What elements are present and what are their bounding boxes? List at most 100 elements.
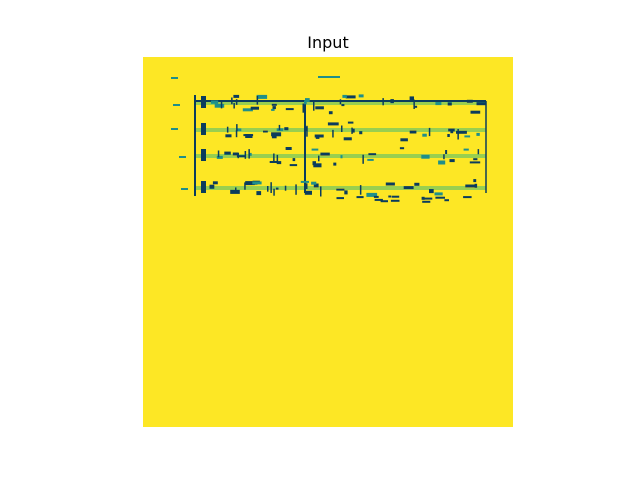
clef-mark bbox=[201, 149, 206, 161]
note-stem bbox=[244, 151, 247, 159]
note-mark bbox=[473, 179, 477, 183]
note-stem bbox=[306, 183, 308, 189]
note-mark bbox=[399, 147, 405, 150]
note-mark bbox=[311, 148, 319, 151]
note-stem bbox=[306, 125, 308, 137]
note-mark bbox=[358, 94, 364, 98]
note-mark bbox=[216, 155, 223, 159]
instrument-label-mark bbox=[171, 128, 178, 130]
clef-mark bbox=[201, 96, 206, 108]
note-stem bbox=[284, 185, 287, 191]
note-mark bbox=[327, 122, 339, 126]
note-stem bbox=[248, 149, 250, 159]
note-mark bbox=[236, 155, 246, 158]
note-mark bbox=[343, 137, 352, 141]
note-mark bbox=[300, 180, 309, 183]
note-mark bbox=[476, 102, 487, 106]
note-mark bbox=[342, 94, 347, 98]
beam-mark bbox=[463, 196, 472, 199]
note-mark bbox=[225, 134, 232, 138]
note-stem bbox=[382, 98, 384, 106]
note-mark bbox=[312, 161, 316, 166]
note-mark bbox=[434, 192, 443, 196]
note-stem bbox=[413, 99, 415, 109]
note-stem bbox=[276, 154, 279, 164]
note-stem bbox=[295, 184, 297, 195]
note-mark bbox=[368, 153, 377, 156]
note-stem bbox=[362, 154, 364, 164]
note-mark bbox=[435, 102, 442, 106]
clef-mark bbox=[201, 123, 206, 135]
note-mark bbox=[344, 190, 348, 195]
note-stem bbox=[270, 182, 272, 193]
figure-title: Input bbox=[307, 33, 349, 52]
note-stem bbox=[235, 130, 238, 138]
beam-mark bbox=[374, 198, 383, 201]
note-mark bbox=[272, 106, 276, 110]
note-mark bbox=[212, 181, 218, 185]
note-mark bbox=[237, 128, 242, 132]
note-mark bbox=[470, 110, 481, 114]
note-mark bbox=[242, 108, 253, 112]
note-mark bbox=[469, 161, 481, 164]
note-mark bbox=[347, 121, 354, 124]
note-mark bbox=[413, 105, 418, 108]
note-mark bbox=[245, 181, 255, 186]
note-mark bbox=[476, 132, 480, 136]
beam-mark bbox=[336, 197, 344, 200]
note-stem bbox=[313, 100, 315, 111]
note-mark bbox=[304, 126, 308, 131]
note-stem bbox=[236, 124, 238, 132]
note-mark bbox=[421, 154, 430, 159]
beam-mark bbox=[435, 196, 445, 199]
note-stem bbox=[341, 125, 343, 132]
note-mark bbox=[336, 188, 345, 191]
note-mark bbox=[464, 135, 471, 138]
instrument-label-mark bbox=[173, 104, 180, 106]
instrument-label-mark bbox=[171, 77, 178, 79]
note-mark bbox=[263, 130, 268, 133]
beam-mark bbox=[391, 195, 400, 198]
note-mark bbox=[473, 158, 478, 161]
note-mark bbox=[315, 106, 324, 110]
note-mark bbox=[447, 102, 452, 106]
note-mark bbox=[341, 104, 345, 107]
note-mark bbox=[466, 99, 473, 103]
tempo-mark bbox=[318, 76, 340, 78]
note-mark bbox=[456, 130, 467, 134]
note-stem bbox=[351, 127, 353, 134]
note-mark bbox=[403, 186, 414, 190]
image-panel bbox=[143, 57, 513, 427]
beam-mark bbox=[422, 197, 433, 200]
note-mark bbox=[463, 148, 469, 151]
note-stem bbox=[235, 187, 237, 193]
note-mark bbox=[313, 163, 322, 168]
note-mark bbox=[465, 184, 476, 188]
image-background bbox=[143, 57, 513, 427]
note-mark bbox=[209, 184, 215, 189]
note-mark bbox=[311, 181, 317, 185]
note-mark bbox=[285, 108, 294, 111]
note-stem bbox=[244, 182, 246, 190]
note-stem bbox=[226, 126, 229, 133]
note-mark bbox=[351, 128, 355, 133]
note-mark bbox=[333, 162, 337, 166]
note-mark bbox=[304, 100, 307, 105]
beam-mark bbox=[380, 200, 388, 203]
note-stem bbox=[332, 129, 334, 138]
note-mark bbox=[328, 111, 333, 115]
sheet-music-fragment bbox=[171, 76, 487, 203]
note-mark bbox=[284, 127, 289, 131]
beam-mark bbox=[373, 195, 379, 198]
note-mark bbox=[245, 134, 253, 138]
note-mark bbox=[250, 106, 259, 110]
note-mark bbox=[304, 190, 312, 195]
note-stem bbox=[278, 124, 281, 131]
note-mark bbox=[252, 181, 262, 185]
note-mark bbox=[409, 130, 417, 134]
note-mark bbox=[422, 133, 427, 137]
note-mark bbox=[292, 158, 296, 162]
note-stem bbox=[237, 153, 239, 159]
note-stem bbox=[339, 99, 342, 105]
note-stem bbox=[359, 185, 362, 195]
